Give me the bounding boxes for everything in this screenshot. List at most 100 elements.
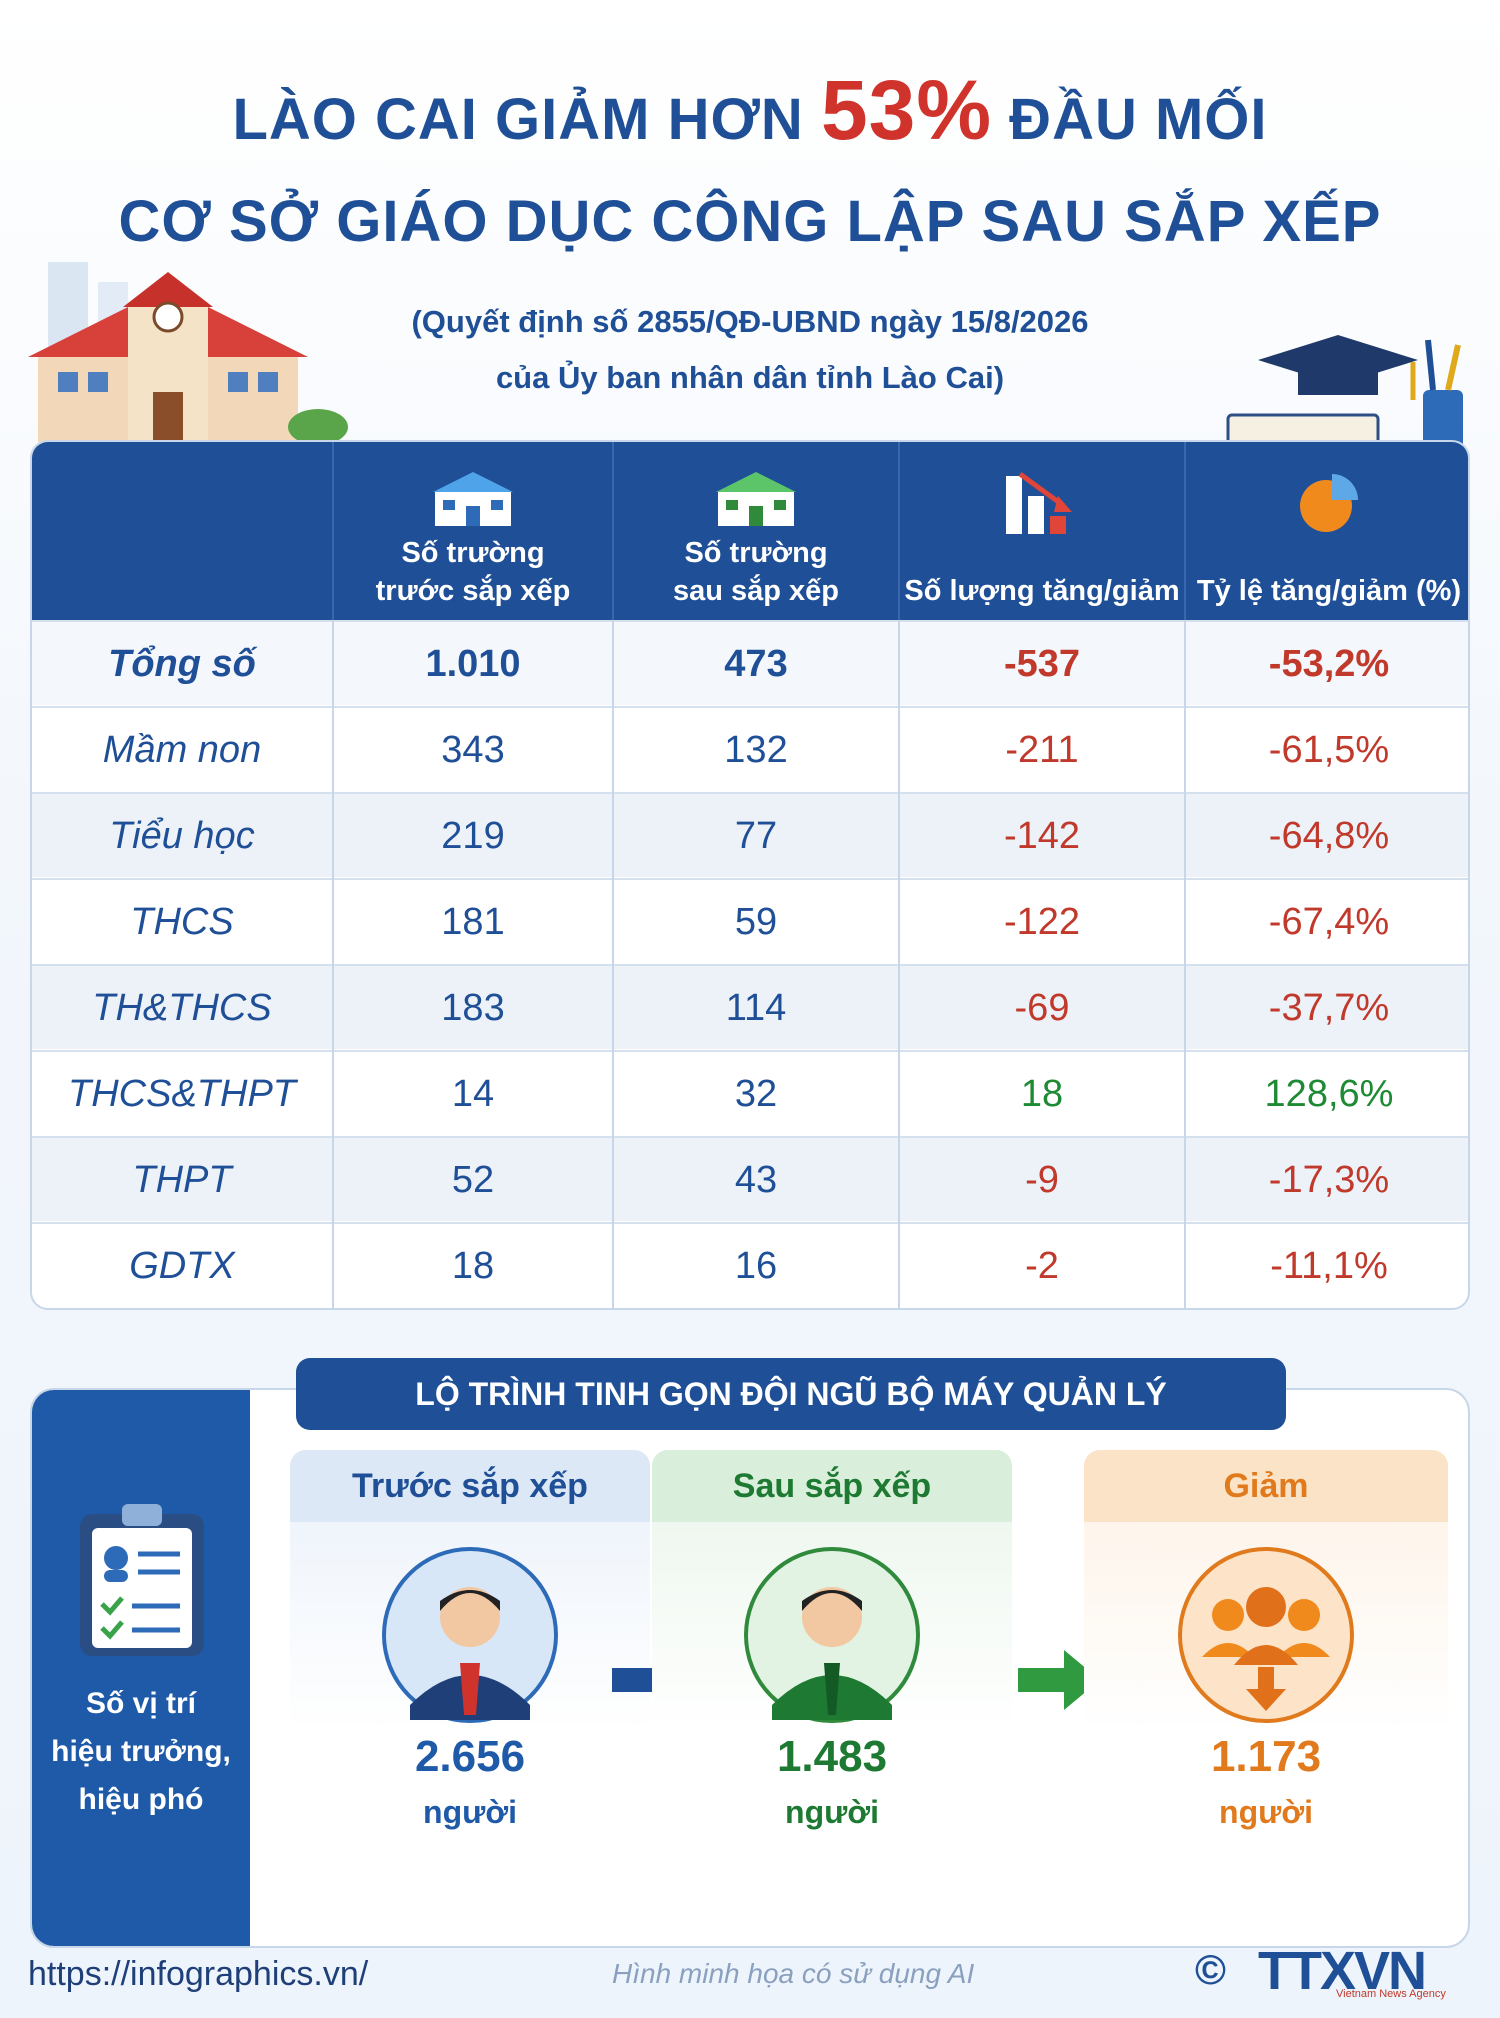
before-unit: người [423,1794,517,1830]
cell-change: -2 [1025,1245,1059,1287]
cell-change: -9 [1025,1159,1059,1201]
person-blue-icon [382,1547,558,1723]
cell-name: Tổng số [108,643,256,685]
after-label: Sau sắp xếp [652,1450,1012,1522]
reduced-label: Giảm [1084,1450,1448,1522]
header-rate-label2: Tỷ lệ tăng/giảm (%) [1196,575,1462,607]
cell-change: -122 [1003,901,1081,943]
column-divider [332,620,334,1308]
ttxvn-logo: TTXVN [1258,1941,1427,2001]
cell-change: -211 [1005,729,1079,771]
school-green-icon [716,472,796,526]
cell-rate: -17,3% [1268,1159,1390,1201]
cell-after: 43 [734,1159,778,1201]
table-row: THCS 181 59 -122 -67,4% [32,878,1468,963]
after-value: 1.483 [776,1732,888,1781]
sidebar-label: Số vị trí hiệu trưởng, hiệu phó [32,1680,250,1824]
cell-before: 219 [441,815,505,857]
footer-url-link[interactable]: https://infographics.vn/ [28,1955,369,1993]
cell-before: 181 [441,901,505,943]
header-after: Số trường sau sắp xếp [614,442,898,620]
header-before: Số trường trước sắp xếp [334,442,612,620]
sidebar-label-line2: hiệu trưởng, [51,1735,231,1768]
cell-change: -537 [1003,643,1081,685]
cell-name: THCS [130,901,234,943]
header-change: Số lượng tăng/giảm [900,442,1184,620]
cell-rate: -37,7% [1268,987,1390,1029]
table-row-total: Tổng số 1.010 473 -537 -53,2% [32,620,1468,705]
cell-change: -142 [1003,815,1081,857]
title-text-before: LÀO CAI GIẢM HƠN [232,87,821,152]
cell-after: 132 [724,729,788,771]
school-blue-icon [433,472,513,526]
after-unit: người [785,1794,879,1830]
page-title-line2: CƠ SỞ GIÁO DỤC CÔNG LẬP SAU SẮP XẾP [118,189,1382,254]
footer-note: Hình minh họa có sử dụng AI [612,1958,975,1989]
after-column: Sau sắp xếp 1.483 người [652,1450,1012,1920]
cell-rate: -61,5% [1268,729,1390,771]
cell-after: 473 [724,643,788,685]
page-title-line1: LÀO CAI GIẢM HƠN 53% ĐẦU MỐI [0,62,1500,159]
sidebar-label-line3: hiệu phó [78,1783,204,1816]
cell-after: 114 [725,987,787,1029]
cell-after: 32 [734,1073,778,1115]
person-green-icon [744,1547,920,1723]
table-header: Số trường trước sắp xếp Số trường sau sắp … [32,442,1468,1308]
graduation-cap-books-icon [1226,335,1463,460]
cell-name: THCS&THPT [68,1073,296,1115]
cell-rate: -67,4% [1268,901,1390,943]
cell-rate: -11,1% [1270,1245,1388,1287]
cell-name: TH&THCS [92,987,272,1029]
title-highlight-percent: 53% [820,63,993,157]
table-row: GDTX 18 16 -2 -11,1% [32,1222,1468,1307]
arrow-right-green-icon [1018,1650,1100,1710]
reduced-column: Giảm 1.173 người [1084,1450,1448,1920]
reduced-unit: người [1219,1794,1313,1830]
before-column: Trước sắp xếp 2.656 người [290,1450,650,1920]
header-rate: Tỷ lệ tăng/giảm (%) [1186,442,1468,620]
before-label: Trước sắp xếp [290,1450,650,1522]
cell-before: 14 [451,1073,495,1115]
school-table: Số trường trước sắp xếp Số trường sau sắp … [30,440,1470,1310]
subtitle-line1: (Quyết định số 2855/QĐ-UBND ngày 15/8/20… [411,304,1089,339]
cell-before: 343 [441,729,505,771]
clipboard-checklist-icon [80,1504,204,1656]
cell-rate: -64,8% [1268,815,1390,857]
cell-before: 18 [451,1245,495,1287]
column-divider [612,620,614,1308]
ttxvn-logo-subtitle: Vietnam News Agency [1336,1988,1446,2000]
bar-down-icon [1006,471,1072,534]
header-change-label2: Số lượng tăng/giảm [904,575,1180,607]
table-row: TH&THCS 183 114 -69 -37,7% [32,964,1468,1049]
table-row: THCS&THPT 14 32 18 128,6% [32,1050,1468,1135]
header-before-label1: Số trường [401,537,545,569]
cell-before: 1.010 [425,643,521,685]
before-value: 2.656 [414,1732,526,1781]
cell-rate: -53,2% [1268,643,1390,685]
cell-name: Mầm non [102,729,262,771]
management-banner: LỘ TRÌNH TINH GỌN ĐỘI NGŨ BỘ MÁY QUẢN LÝ [296,1358,1286,1430]
cell-after: 16 [734,1245,778,1287]
title-text-after: ĐẦU MỐI [992,87,1268,152]
cell-change: -69 [1014,987,1070,1029]
column-divider [1184,620,1186,1308]
cell-name: THPT [132,1159,232,1201]
cell-name: Tiểu học [109,815,255,857]
column-divider [898,620,900,1308]
school-building-icon [28,262,348,442]
cell-name: GDTX [129,1245,235,1287]
cell-rate: 128,6% [1264,1073,1394,1115]
subtitle-line2: của Ủy ban nhân dân tỉnh Lào Cai) [495,360,1005,395]
header-after-label1: Số trường [684,537,828,569]
cell-after: 59 [734,901,778,943]
header: LÀO CAI GIẢM HƠN 53% ĐẦU MỐI CƠ SỞ GIÁO … [0,0,1500,460]
cell-before: 52 [451,1159,495,1201]
cell-before: 183 [441,987,505,1029]
table-row: Mầm non 343 132 -211 -61,5% [32,706,1468,791]
reduced-value: 1.173 [1210,1732,1322,1781]
cell-after: 77 [734,815,778,857]
header-before-label2: trước sắp xếp [375,575,571,607]
group-down-icon [1178,1547,1354,1723]
table-row: THPT 52 43 -9 -17,3% [32,1136,1468,1221]
header-after-label2: sau sắp xếp [672,575,840,607]
